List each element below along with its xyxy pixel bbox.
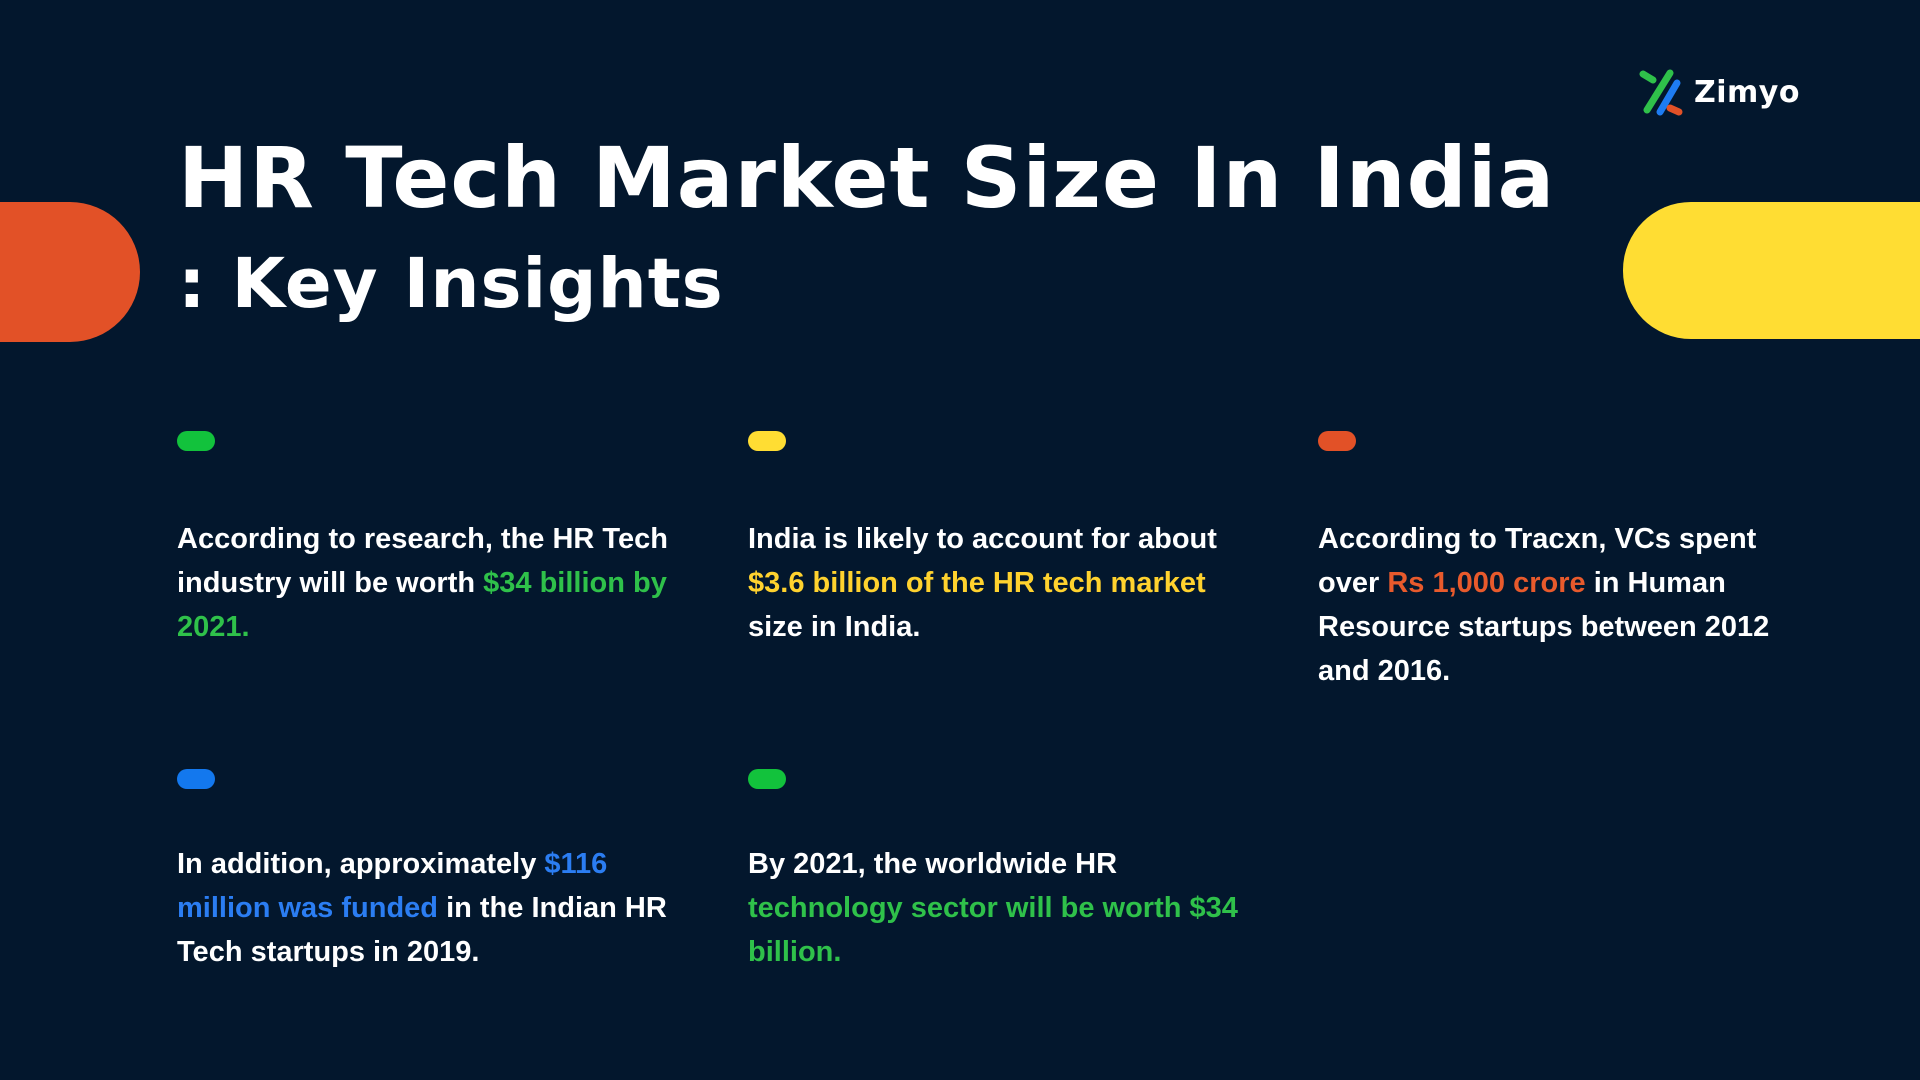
insight-card-5: By 2021, the worldwide HR technology sec… xyxy=(748,769,1248,974)
zimyo-logo-icon xyxy=(1639,69,1683,116)
title-line-2: : Key Insights xyxy=(178,244,724,324)
insight-highlight: $116 million was funded xyxy=(177,848,608,924)
accent-pill xyxy=(177,431,215,451)
page-title: HR Tech Market Size In India : Key Insig… xyxy=(178,128,1555,334)
brand-name: Zimyo xyxy=(1694,74,1800,110)
insight-text-before: By 2021, the worldwide HR xyxy=(748,848,1118,880)
insight-text-after: in Human Resource startups between 2012 … xyxy=(1318,567,1770,687)
insight-highlight: Rs 1,000 crore xyxy=(1387,567,1586,599)
insight-card-1: According to research, the HR Tech indus… xyxy=(177,431,677,649)
accent-pill xyxy=(1318,431,1356,451)
accent-pill xyxy=(748,431,786,451)
insight-highlight: $34 billion by 2021. xyxy=(177,567,667,643)
insight-text-after: in the Indian HR Tech startups in 2019. xyxy=(177,892,667,968)
insight-card-3: According to Tracxn, VCs spent over Rs 1… xyxy=(1318,431,1818,693)
title-line-1: HR Tech Market Size In India xyxy=(178,129,1556,227)
insight-text-before: According to Tracxn, VCs spent over xyxy=(1318,523,1757,599)
insight-card-2: India is likely to account for about $3.… xyxy=(748,431,1248,649)
insight-card-4: In addition, approximately $116 million … xyxy=(177,769,677,974)
insight-text-before: India is likely to account for about xyxy=(748,523,1217,555)
accent-pill xyxy=(748,769,786,789)
insight-text: In addition, approximately $116 million … xyxy=(177,842,677,974)
insight-text: By 2021, the worldwide HR technology sec… xyxy=(748,842,1248,974)
insight-highlight: $3.6 billion of the HR tech market xyxy=(748,567,1206,599)
zimyo-logo: Zimyo xyxy=(1638,66,1800,118)
insight-text: India is likely to account for about $3.… xyxy=(748,517,1248,649)
decorative-orange-shape xyxy=(0,202,140,342)
insight-text-before: According to research, the HR Tech indus… xyxy=(177,523,668,599)
insight-text-before: In addition, approximately xyxy=(177,848,545,880)
insight-text: According to research, the HR Tech indus… xyxy=(177,517,677,649)
decorative-yellow-shape xyxy=(1623,202,1920,339)
insight-text: According to Tracxn, VCs spent over Rs 1… xyxy=(1318,517,1818,693)
insight-highlight: technology sector will be worth $34 bill… xyxy=(748,892,1238,968)
accent-pill xyxy=(177,769,215,789)
insight-text-after: size in India. xyxy=(748,611,921,643)
